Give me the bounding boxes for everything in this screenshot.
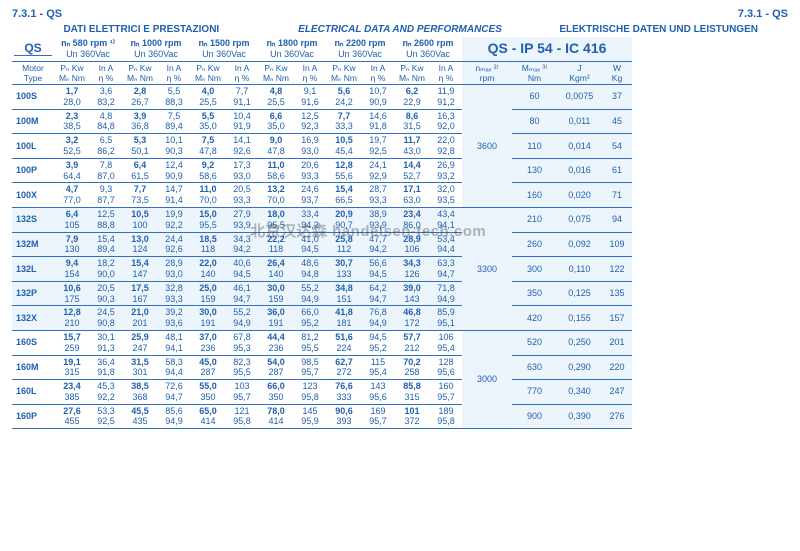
nmax-1: 3300 bbox=[462, 208, 512, 331]
motor-132S: 132S bbox=[12, 208, 54, 233]
data-table: QSnₙ 580 rpm ¹⁾Un 360Vacnₙ 1000 rpmUn 36… bbox=[12, 37, 788, 429]
rpm-header-5: nₙ 2600 rpmUn 360Vac bbox=[394, 37, 462, 62]
right-sub-0: nₘₐₓ ²⁾rpm bbox=[462, 62, 512, 85]
motor-100P: 100P bbox=[12, 159, 54, 184]
motor-100L: 100L bbox=[12, 134, 54, 159]
motor-type-header: MotorType bbox=[12, 62, 54, 85]
motor-132M: 132M bbox=[12, 233, 54, 258]
rpm-header-4: nₙ 2200 rpmUn 360Vac bbox=[326, 37, 394, 62]
motor-132L: 132L bbox=[12, 257, 54, 282]
motor-160S: 160S bbox=[12, 331, 54, 356]
motor-100X: 100X bbox=[12, 183, 54, 208]
header-en: ELECTRICAL DATA AND PERFORMANCES bbox=[271, 24, 530, 35]
header-de: ELEKTRISCHE DATEN UND LEISTUNGEN bbox=[529, 24, 788, 35]
header-it: DATI ELETTRICI E PRESTAZIONI bbox=[12, 24, 271, 35]
model-title: QS - IP 54 - IC 416 bbox=[462, 37, 632, 62]
motor-100M: 100M bbox=[12, 110, 54, 135]
motor-160P: 160P bbox=[12, 405, 54, 430]
rpm-header-1: nₙ 1000 rpmUn 360Vac bbox=[122, 37, 190, 62]
nmax-2: 3000 bbox=[462, 331, 512, 429]
nmax-0: 3600 bbox=[462, 85, 512, 208]
motor-160L: 160L bbox=[12, 380, 54, 405]
right-sub-2: JKgm² bbox=[557, 62, 602, 85]
rpm-header-0: nₙ 580 rpm ¹⁾Un 360Vac bbox=[54, 37, 122, 62]
page-ref-left: 7.3.1 - QS bbox=[12, 8, 62, 20]
rpm-header-3: nₙ 1800 rpmUn 360Vac bbox=[258, 37, 326, 62]
motor-132X: 132X bbox=[12, 306, 54, 331]
right-sub-1: Mₘₐₓ ³⁾Nm bbox=[512, 62, 557, 85]
page-ref-right: 7.3.1 - QS bbox=[738, 8, 788, 20]
motor-100S: 100S bbox=[12, 85, 54, 110]
motor-160M: 160M bbox=[12, 356, 54, 381]
right-sub-3: WKg bbox=[602, 62, 632, 85]
rpm-header-2: nₙ 1500 rpmUn 360Vac bbox=[190, 37, 258, 62]
qs-header: QS bbox=[12, 37, 54, 62]
motor-132P: 132P bbox=[12, 282, 54, 307]
